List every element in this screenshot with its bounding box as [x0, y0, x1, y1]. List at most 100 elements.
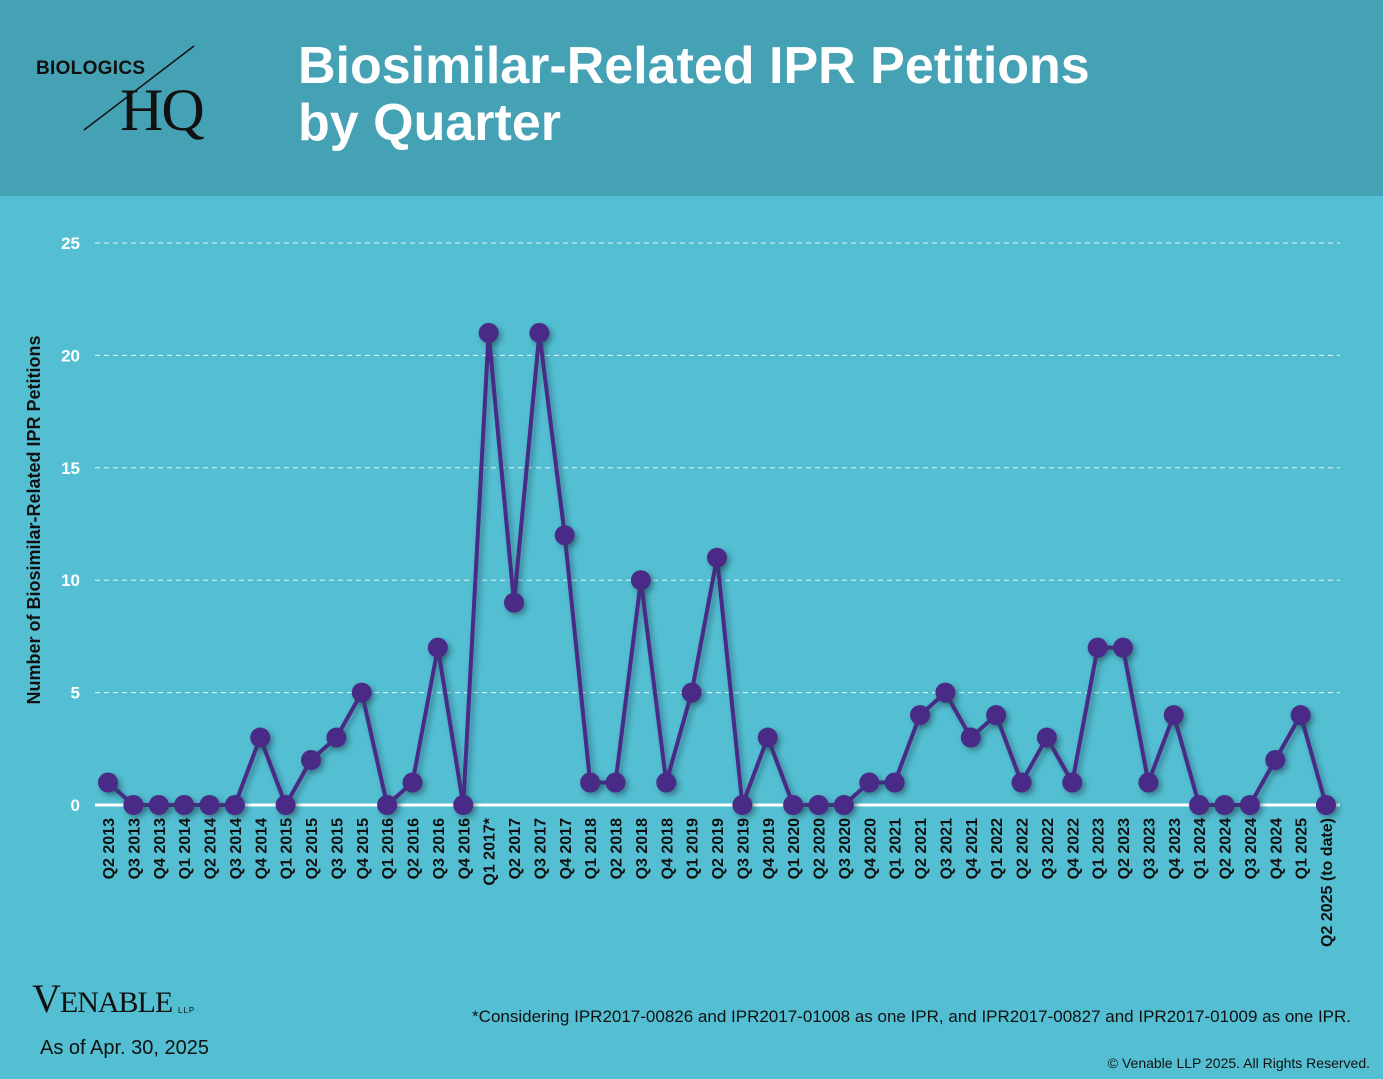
x-tick-label: Q3 2023 — [1141, 818, 1158, 879]
x-tick-label: Q3 2014 — [228, 818, 245, 879]
data-point — [224, 795, 245, 815]
data-point — [301, 750, 321, 771]
x-tick-label: Q1 2019 — [685, 818, 702, 879]
data-point — [148, 795, 169, 815]
data-point — [529, 322, 550, 343]
data-point — [1316, 795, 1336, 815]
data-point — [986, 705, 1007, 726]
x-tick-label: Q2 2018 — [609, 818, 626, 879]
data-point — [833, 795, 854, 815]
data-point — [377, 795, 398, 815]
data-point — [732, 795, 753, 815]
copyright-notice: © Venable LLP 2025. All Rights Reserved. — [1107, 1055, 1370, 1071]
data-point — [656, 772, 677, 793]
gridlines — [95, 242, 1340, 807]
data-point — [554, 525, 575, 546]
x-tick-label: Q3 2016 — [431, 818, 448, 879]
data-point — [580, 772, 601, 793]
data-point — [884, 772, 905, 793]
data-point — [1214, 795, 1235, 815]
data-point — [1011, 772, 1032, 793]
x-tick-label: Q2 2015 — [304, 818, 321, 879]
x-tick-label: Q1 2016 — [380, 818, 397, 879]
x-tick-label: Q2 2020 — [812, 818, 829, 879]
x-tick-label: Q2 2021 — [913, 818, 930, 879]
x-tick-label: Q2 2022 — [1015, 818, 1032, 879]
x-tick-label: Q4 2018 — [659, 818, 676, 879]
data-point — [630, 570, 651, 591]
series-polyline — [106, 330, 1328, 807]
series-points — [98, 322, 1336, 815]
data-point — [1138, 772, 1159, 793]
data-point — [707, 547, 727, 568]
data-point — [250, 727, 271, 748]
data-point — [123, 795, 144, 815]
x-tick-label: Q3 2015 — [329, 818, 346, 879]
x-tick-label: Q2 2017 — [507, 818, 524, 879]
x-tick-label: Q1 2021 — [888, 818, 905, 879]
data-point — [1113, 637, 1133, 658]
x-tick-label: Q4 2022 — [1065, 818, 1082, 879]
y-tick-label: 20 — [61, 346, 80, 365]
x-tick-label: Q4 2014 — [253, 818, 270, 879]
y-axis-label: Number of Biosimilar-Related IPR Petitio… — [24, 335, 44, 704]
data-point — [427, 637, 448, 658]
x-tick-label: Q2 2025 (to date) — [1319, 818, 1336, 947]
data-point — [453, 795, 474, 815]
y-tick-label: 0 — [71, 796, 80, 815]
x-tick-label: Q3 2024 — [1243, 818, 1260, 879]
x-tick-label: Q2 2016 — [406, 818, 423, 879]
data-point — [1290, 705, 1311, 726]
x-tick-label: Q4 2024 — [1268, 818, 1285, 879]
data-point — [681, 682, 702, 703]
data-point — [605, 772, 626, 793]
x-tick-label: Q1 2025 — [1294, 818, 1311, 879]
data-point — [402, 772, 423, 793]
data-point — [859, 772, 880, 793]
x-tick-label: Q1 2017* — [482, 817, 499, 885]
logo-biologics-text: BIOLOGICS — [36, 58, 146, 79]
data-point — [504, 592, 524, 613]
y-tick-label: 15 — [61, 459, 80, 478]
data-point — [757, 727, 778, 748]
x-tick-label: Q2 2013 — [101, 818, 118, 879]
x-tick-label: Q4 2019 — [761, 818, 778, 879]
x-tick-label: Q2 2024 — [1218, 818, 1235, 879]
x-tick-label: Q3 2017 — [532, 818, 549, 879]
x-tick-label: Q3 2022 — [1040, 818, 1057, 879]
x-tick-label: Q3 2021 — [938, 818, 955, 879]
y-tick-label: 5 — [71, 684, 80, 703]
data-point — [174, 795, 195, 815]
x-tick-label: Q4 2017 — [558, 818, 575, 879]
x-tick-label: Q3 2018 — [634, 818, 651, 879]
venable-llp-mark: LLP — [178, 1006, 196, 1015]
data-point — [783, 795, 804, 815]
x-tick-label: Q1 2023 — [1091, 818, 1108, 879]
x-tick-label: Q4 2013 — [152, 818, 169, 879]
y-tick-label: 10 — [61, 571, 80, 590]
x-tick-label: Q2 2019 — [710, 818, 727, 879]
footnote: *Considering IPR2017-00826 and IPR2017-0… — [472, 1007, 1351, 1026]
x-tick-label: Q4 2023 — [1167, 818, 1184, 879]
data-point — [199, 795, 220, 815]
x-tick-label: Q1 2022 — [989, 818, 1006, 879]
y-tick-label: 25 — [61, 234, 80, 253]
chart-title-line2: by Quarter — [298, 94, 561, 152]
x-tick-label: Q3 2013 — [126, 818, 143, 879]
data-point — [1062, 772, 1083, 793]
x-tick-label: Q4 2015 — [355, 818, 372, 879]
header-banner: BIOLOGICS HQ Biosimilar-Related IPR Peti… — [0, 0, 1383, 196]
data-point — [960, 727, 981, 748]
series-line — [106, 330, 1328, 807]
logo-slash-line — [83, 45, 195, 131]
y-tick-labels: 0 5 10 15 20 25 — [61, 234, 80, 815]
data-point — [1036, 727, 1057, 748]
x-tick-labels: Q2 2013 Q3 2013 Q4 2013 Q1 2014 Q2 2014 Q3 20… — [101, 817, 1336, 947]
x-tick-label: Q1 2018 — [583, 818, 600, 879]
data-point — [808, 795, 829, 815]
logo-hq-text: HQ — [120, 77, 205, 143]
x-tick-label: Q1 2024 — [1192, 818, 1209, 879]
data-point — [326, 727, 347, 748]
x-tick-label: Q4 2021 — [964, 818, 981, 879]
data-point — [478, 322, 499, 343]
